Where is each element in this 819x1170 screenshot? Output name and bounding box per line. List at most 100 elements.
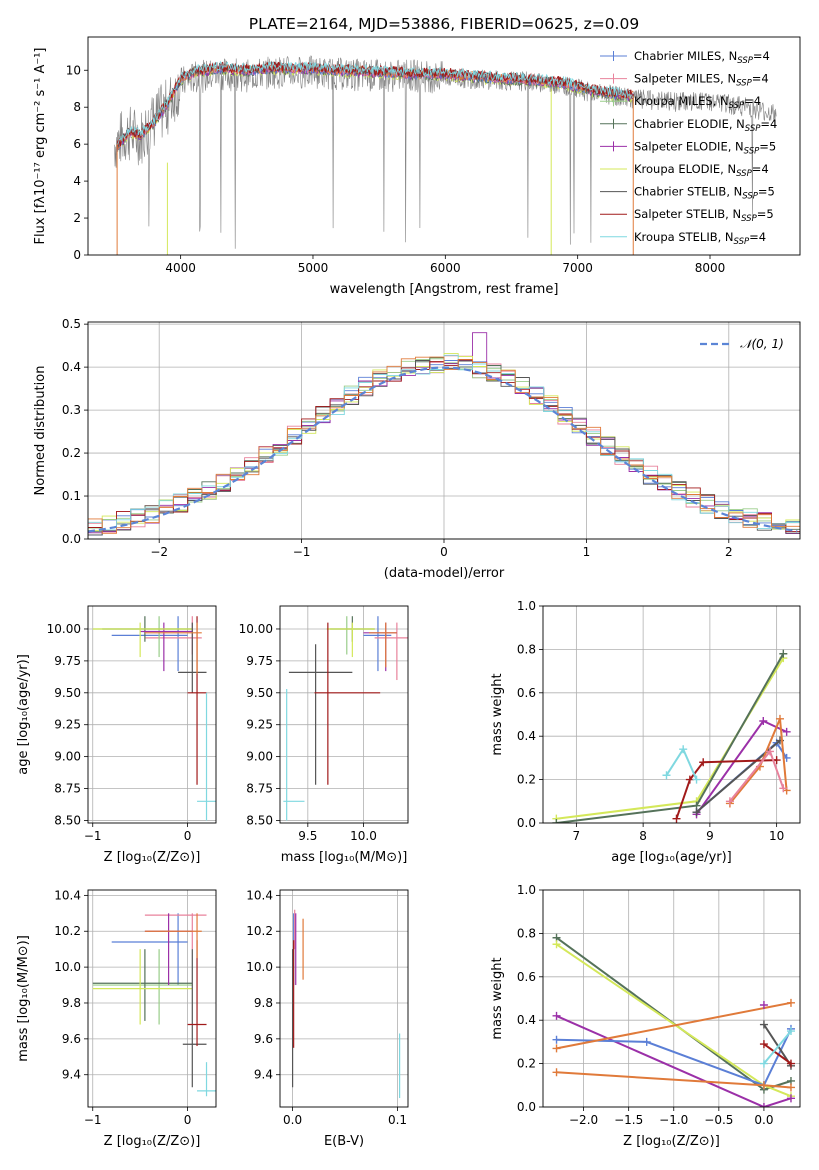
weight-vs-age-plot: 7 8 9 10 0.0 0.2 0.4 0.6 0.8 1.0 age [log₁₀(age/yr… xyxy=(490,599,801,865)
weight-line-salpeter-elodie xyxy=(556,1014,792,1107)
residuals-xtick-label: 1 xyxy=(583,545,591,559)
residuals-ytick-label: 0.0 xyxy=(62,532,81,546)
residual-histogram-chabrier-stelib xyxy=(88,360,800,539)
age-vs-mass-xtick-label: 10.0 xyxy=(350,829,377,843)
mass-vs-z-ytick-label: 10.0 xyxy=(54,960,81,974)
weight-vs-age-xlabel: age [log₁₀(age/yr)] xyxy=(611,850,732,865)
normal-curve xyxy=(88,366,798,533)
weight-vs-z-xtick-label: −2.0 xyxy=(569,1113,598,1127)
weight-marker xyxy=(786,1094,795,1103)
weight-vs-age-xtick-label: 9 xyxy=(706,829,714,843)
age-vs-z-frame xyxy=(87,605,217,824)
weight-vs-z-ytick-label: 0.6 xyxy=(517,970,536,984)
weight-marker xyxy=(779,784,788,793)
residuals-ytick-label: 0.2 xyxy=(62,446,81,460)
spectrum-ytick-label: 0 xyxy=(73,248,81,262)
mass-vs-z-ytick-label: 9.4 xyxy=(62,1068,81,1082)
weight-line-chabrier-miles xyxy=(556,1028,792,1087)
weight-vs-z-ytick-label: 0.2 xyxy=(517,1057,536,1071)
weight-marker xyxy=(759,717,768,726)
mass-vs-ebv-xtick-label: 0.0 xyxy=(283,1113,302,1127)
weight-vs-age-ytick-label: 0.4 xyxy=(517,729,536,743)
legend-label: Kroupa MILES, NSSP=4 xyxy=(634,94,761,111)
weight-marker xyxy=(552,1011,561,1020)
age-vs-mass-xtick-label: 9.5 xyxy=(298,829,317,843)
age-vs-mass-ytick-label: 9.50 xyxy=(246,686,273,700)
mass-vs-ebv-ytick-label: 10.4 xyxy=(246,888,273,902)
weight-marker xyxy=(759,1103,768,1107)
mass-vs-ebv-ytick-label: 10.0 xyxy=(246,960,273,974)
weight-marker xyxy=(672,814,681,823)
mass-vs-ebv-ytick-label: 9.6 xyxy=(254,1032,273,1046)
age-vs-mass-ytick-label: 9.00 xyxy=(246,750,273,764)
weight-vs-z-ytick-label: 1.0 xyxy=(517,883,536,897)
weight-vs-age-ytick-label: 1.0 xyxy=(517,599,536,613)
residuals-marks xyxy=(88,332,800,539)
age-vs-z-ylabel: age [log₁₀(age/yr)] xyxy=(16,654,31,775)
model-spectrum-kroupa-stelib xyxy=(117,60,634,145)
legend-label: Chabrier MILES, NSSP=4 xyxy=(634,49,770,66)
weight-marker xyxy=(786,1083,795,1092)
weight-marker xyxy=(679,745,688,754)
weight-vs-z-xtick-label: 0.0 xyxy=(754,1113,773,1127)
age-vs-mass-xlabel: mass [log₁₀(M/M⊙)] xyxy=(281,850,408,865)
age-vs-z-ytick-label: 9.00 xyxy=(54,750,81,764)
weight-marker xyxy=(759,1081,768,1090)
mass-vs-ebv-ytick-label: 10.2 xyxy=(246,924,273,938)
weight-vs-age-ytick-label: 0.0 xyxy=(517,816,536,830)
spectrum-ytick-label: 10 xyxy=(66,63,81,77)
age-vs-mass-ytick-label: 8.75 xyxy=(246,782,273,796)
normal-curve-legend-label: 𝒩(0, 1) xyxy=(740,337,784,351)
weight-vs-age-ytick-label: 0.2 xyxy=(517,773,536,787)
age-vs-mass-grid xyxy=(280,606,408,823)
mass-vs-z-ytick-label: 10.2 xyxy=(54,924,81,938)
weight-vs-age-ylabel: mass weight xyxy=(490,673,505,755)
age-vs-z-ticks: −1 0 8.50 8.75 9.00 9.25 9.50 9.75 10.00 xyxy=(47,622,192,843)
mass-vs-ebv-xlabel: E(B-V) xyxy=(324,1134,364,1149)
weight-vs-z-xtick-label: −1.5 xyxy=(614,1113,643,1127)
mass-vs-z-xtick-label: 0 xyxy=(184,1113,192,1127)
legend-label: Salpeter ELODIE, NSSP=5 xyxy=(634,139,776,156)
age-vs-mass-frame xyxy=(279,605,409,824)
weight-vs-z-frame xyxy=(542,889,801,1108)
residuals-xlabel: (data-model)/error xyxy=(384,566,505,581)
age-vs-mass-marks xyxy=(283,616,408,821)
weight-marker xyxy=(759,1040,768,1049)
spectrum-ytick-label: 2 xyxy=(73,211,81,225)
spectrum-title: PLATE=2164, MJD=53886, FIBERID=0625, z=0… xyxy=(249,15,639,33)
weight-marker xyxy=(782,727,791,736)
mass-vs-ebv-marks xyxy=(291,909,401,1099)
legend-label: Chabrier STELIB, NSSP=5 xyxy=(634,185,775,202)
spectrum-ytick-label: 4 xyxy=(73,174,81,188)
mass-vs-ebv-plot: 0.0 0.1 9.4 9.6 9.8 10.0 10.2 10.4 E(B-V) xyxy=(246,888,409,1149)
weight-vs-age-ytick-label: 0.8 xyxy=(517,642,536,656)
mass-vs-z-ytick-label: 9.6 xyxy=(62,1032,81,1046)
spectrum-marks xyxy=(114,55,777,255)
weight-marker xyxy=(786,1027,795,1036)
mass-vs-z-marks xyxy=(92,913,216,1097)
weight-marker xyxy=(765,747,774,756)
weight-marker xyxy=(786,998,795,1007)
weight-marker xyxy=(775,714,784,723)
weight-line-salpeter-stelib xyxy=(763,1043,792,1065)
weight-marker xyxy=(725,797,734,806)
legend-label: Chabrier ELODIE, NSSP=4 xyxy=(634,117,777,134)
weight-marker xyxy=(552,819,561,823)
residuals-ytick-label: 0.3 xyxy=(62,403,81,417)
age-vs-mass-ytick-label: 9.75 xyxy=(246,654,273,668)
weight-line-kroupa-stelib xyxy=(763,1030,792,1065)
age-vs-z-ytick-label: 10.00 xyxy=(47,622,81,636)
weight-vs-z-xlabel: Z [log₁₀(Z/Z⊙)] xyxy=(623,1134,720,1149)
residuals-frame xyxy=(87,321,801,540)
weight-vs-z-xtick-label: −1.0 xyxy=(659,1113,688,1127)
spectrum-ytick-label: 6 xyxy=(73,137,81,151)
weight-vs-age-frame xyxy=(542,605,801,824)
weight-vs-z-ylabel: mass weight xyxy=(490,957,505,1039)
age-vs-mass-ytick-label: 9.25 xyxy=(246,718,273,732)
legend-label: Salpeter MILES, NSSP=4 xyxy=(634,72,769,89)
mass-vs-z-xlabel: Z [log₁₀(Z/Z⊙)] xyxy=(104,1134,201,1149)
age-vs-mass-ytick-label: 10.00 xyxy=(239,622,273,636)
spectrum-ylabel: Flux [fλ10⁻¹⁷ erg cm⁻² s⁻¹ A⁻¹] xyxy=(33,48,48,245)
mass-vs-ebv-ticks: 0.0 0.1 9.4 9.6 9.8 10.0 10.2 10.4 xyxy=(246,888,407,1127)
